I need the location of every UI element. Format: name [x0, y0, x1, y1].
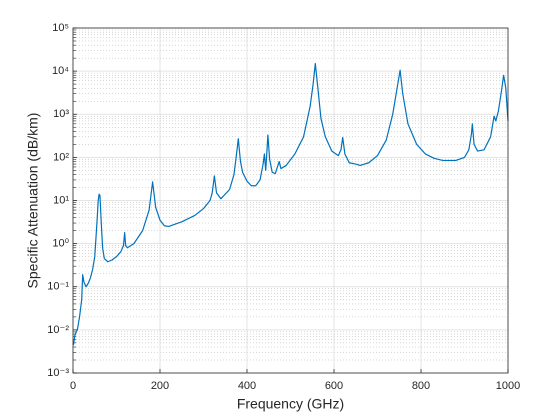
x-tick-label: 600 — [325, 380, 343, 392]
y-tick-label: 10⁻³ — [47, 367, 69, 379]
y-tick-label: 10² — [53, 151, 69, 163]
y-tick-label: 10³ — [53, 108, 69, 120]
y-tick-label: 10⁴ — [52, 65, 69, 77]
y-tick-label: 10⁰ — [52, 238, 69, 250]
y-axis-label: Specific Attenuation (dB/km) — [25, 113, 41, 289]
x-tick-label: 200 — [151, 380, 169, 392]
x-tick-label: 0 — [70, 380, 76, 392]
data-line — [72, 62, 509, 345]
y-tick-label: 10¹ — [53, 194, 69, 206]
axes-box — [72, 27, 509, 374]
x-tick-label: 1000 — [496, 380, 520, 392]
x-tick-label: 400 — [238, 380, 256, 392]
y-tick-label: 10⁻² — [47, 324, 69, 336]
x-axis-label: Frequency (GHz) — [237, 396, 344, 412]
y-tick-label: 10⁵ — [52, 22, 69, 34]
plot — [72, 62, 509, 345]
y-tick-label: 10⁻¹ — [47, 281, 69, 293]
x-tick-label: 800 — [412, 380, 430, 392]
